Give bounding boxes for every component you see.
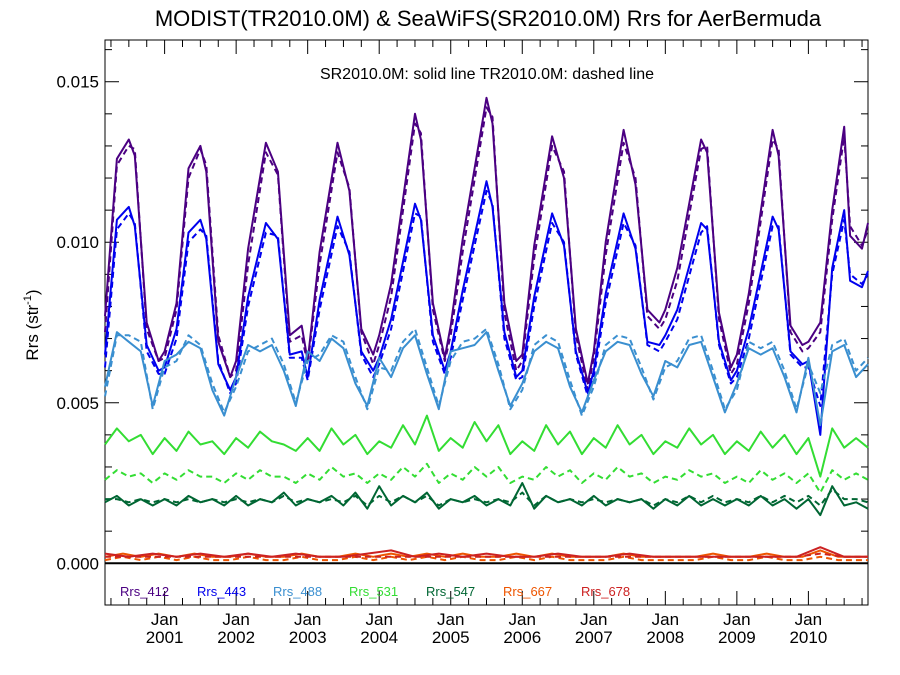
plot-frame xyxy=(104,39,869,606)
line-style-annotation: SR2010.0M: solid line TR2010.0M: dashed … xyxy=(320,66,654,83)
series-line-rrs-678-dashed xyxy=(105,552,868,558)
legend-item: Rrs_547 xyxy=(426,584,475,599)
x-tick-label-year: 2007 xyxy=(575,628,613,647)
series-line-rrs-547-solid xyxy=(104,482,869,517)
legend-item: Rrs_488 xyxy=(273,584,322,599)
series-line-rrs-547-dashed xyxy=(105,488,869,507)
x-tick-label-year: 2009 xyxy=(718,628,756,647)
series-layer xyxy=(104,96,869,562)
x-tick-label-month: Jan xyxy=(723,610,750,629)
x-tick-label-year: 2005 xyxy=(432,628,470,647)
x-tick-label-year: 2002 xyxy=(217,628,255,647)
series-line-rrs-488-solid xyxy=(104,331,869,427)
y-tick-label: 0.010 xyxy=(56,233,99,252)
y-axis-label: Rrs (str-1) xyxy=(22,289,42,360)
series-line-rrs-443-dashed xyxy=(104,189,869,407)
legend-item: Rrs_443 xyxy=(197,584,246,599)
x-tick-label-month: Jan xyxy=(580,610,607,629)
x-tick-label-month: Jan xyxy=(365,610,392,629)
legend: Rrs_412 Rrs_443 Rrs_488 Rrs_531 Rrs_547 Rrs_6… xyxy=(120,584,630,599)
x-tick-label-month: Jan xyxy=(294,610,321,629)
x-tick-label-month: Jan xyxy=(437,610,464,629)
series-line-rrs-531-solid xyxy=(104,414,869,478)
x-tick-label-month: Jan xyxy=(509,610,536,629)
x-tick-label-year: 2001 xyxy=(146,628,184,647)
x-tick-label-year: 2010 xyxy=(789,628,827,647)
x-axis: Jan2001Jan2002Jan2003Jan2004Jan2005Jan20… xyxy=(110,40,863,647)
x-tick-label-month: Jan xyxy=(222,610,249,629)
x-tick-label-year: 2003 xyxy=(289,628,327,647)
x-tick-label-year: 2008 xyxy=(646,628,684,647)
series-line-rrs-412-dashed xyxy=(104,106,869,391)
x-tick-label-month: Jan xyxy=(151,610,178,629)
series-line-rrs-443-solid xyxy=(104,180,869,436)
chart-title: MODIST(TR2010.0M) & SeaWiFS(SR2010.0M) R… xyxy=(155,6,822,31)
y-tick-label: 0.000 xyxy=(56,554,99,573)
x-tick-label-year: 2006 xyxy=(503,628,541,647)
x-tick-label-month: Jan xyxy=(652,610,679,629)
y-axis: 0.000 0.005 0.010 0.015 xyxy=(56,49,868,573)
legend-item: Rrs_667 xyxy=(503,584,552,599)
x-tick-label-month: Jan xyxy=(795,610,822,629)
legend-item: Rrs_412 xyxy=(120,584,169,599)
series-line-rrs-531-dashed xyxy=(104,462,869,494)
series-line-rrs-667-dashed xyxy=(104,555,868,562)
y-tick-label: 0.005 xyxy=(56,394,99,413)
x-tick-label-year: 2004 xyxy=(360,628,398,647)
y-tick-label: 0.015 xyxy=(56,73,99,92)
legend-item: Rrs_678 xyxy=(581,584,630,599)
legend-item: Rrs_531 xyxy=(349,584,398,599)
